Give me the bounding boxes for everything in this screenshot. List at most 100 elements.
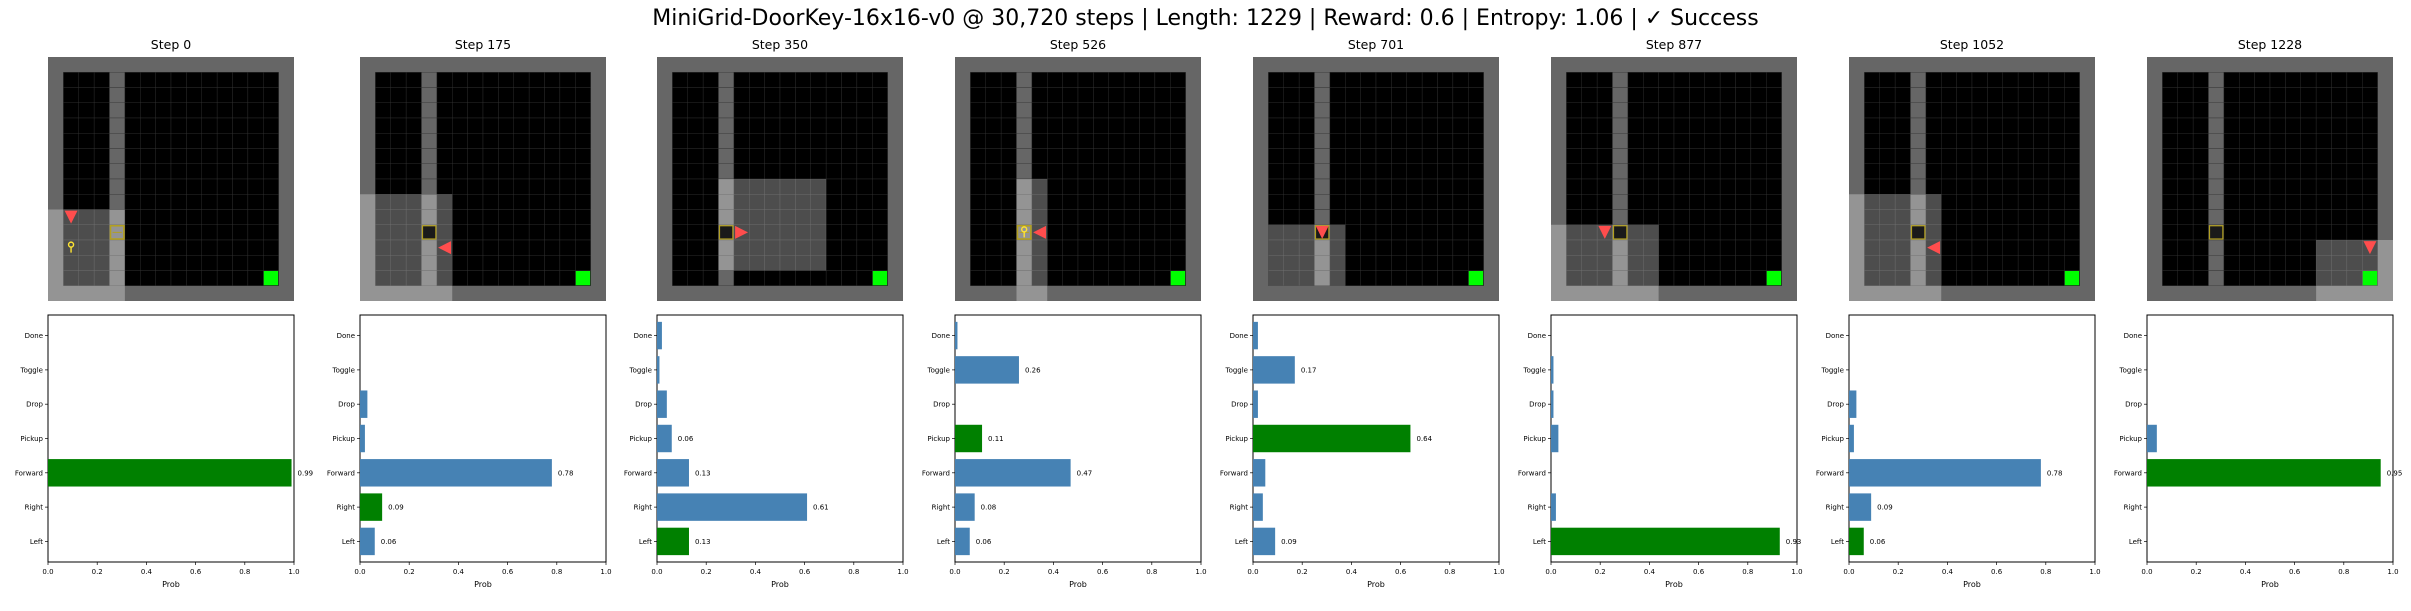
floor-cell: [1268, 133, 1284, 149]
floor-cell: [1345, 163, 1361, 180]
floor-cell: [2002, 163, 2019, 180]
floor-cell: [216, 255, 233, 271]
floor-cell: [872, 178, 888, 195]
floor-cell: [1704, 209, 1721, 225]
floor-cell: [2048, 148, 2065, 164]
floor-cell: [749, 163, 765, 180]
bar-drop: [1849, 390, 1857, 418]
floor-cell: [2033, 163, 2050, 180]
floor-cell: [513, 178, 530, 195]
wall-cell: [109, 102, 126, 119]
gridworld-4: [1253, 57, 1499, 301]
floor-cell: [795, 270, 811, 286]
y-tick-label: Right: [634, 504, 653, 512]
floor-cell: [1468, 102, 1484, 119]
floor-cell: [1452, 178, 1469, 195]
floor-cell: [2017, 133, 2034, 149]
floor-cell: [810, 133, 827, 149]
floor-cell: [1077, 72, 1094, 88]
floor-cell: [186, 194, 202, 210]
floor-cell: [1894, 117, 1911, 134]
x-tick-label: 0.2: [1297, 568, 1308, 576]
floor-cell: [559, 209, 576, 225]
floor-cell: [733, 102, 750, 119]
floor-cell: [1077, 224, 1094, 241]
x-tick-label: 0.8: [1742, 568, 1753, 576]
bar-drop: [1253, 390, 1258, 418]
floor-cell: [232, 209, 249, 225]
floor-cell: [2285, 178, 2301, 195]
data-label: 0.78: [2047, 469, 2063, 477]
floor-cell: [216, 148, 233, 164]
floor-cell: [1643, 178, 1659, 195]
floor-cell: [1047, 133, 1063, 149]
floor-cell: [1345, 178, 1361, 195]
floor-cell: [1766, 102, 1782, 119]
floor-cell: [1704, 255, 1721, 271]
floor-cell: [1154, 102, 1171, 119]
floor-cell: [2254, 209, 2271, 225]
floor-cell: [749, 72, 765, 88]
data-label: 0.06: [381, 538, 397, 546]
y-tick-label: Pickup: [629, 435, 652, 443]
floor-cell: [1375, 87, 1392, 103]
floor-cell: [1864, 72, 1880, 88]
x-tick-label: 0.4: [750, 568, 762, 576]
floor-cell: [513, 163, 530, 180]
floor-cell: [1093, 194, 1109, 210]
floor-cell: [856, 194, 873, 210]
floor-cell: [764, 102, 781, 119]
floor-cell: [1329, 133, 1346, 149]
floor-cell: [2192, 270, 2209, 286]
floor-cell: [687, 133, 704, 149]
floor-cell: [1298, 87, 1315, 103]
floor-cell: [232, 224, 249, 241]
floor-cell: [2162, 72, 2178, 88]
floor-cell: [93, 178, 110, 195]
floor-cell: [247, 102, 264, 119]
floor-cell: [232, 102, 249, 119]
floor-cell: [1596, 148, 1613, 164]
floor-cell: [2048, 117, 2065, 134]
y-tick-label: Left: [1533, 538, 1546, 546]
floor-cell: [2269, 133, 2286, 149]
wall-cell: [1910, 163, 1927, 180]
floor-cell: [528, 87, 545, 103]
floor-cell: [247, 72, 264, 88]
floor-cell: [2239, 194, 2255, 210]
floor-cell: [2300, 102, 2317, 119]
x-axis-label: Prob: [1069, 580, 1087, 589]
floor-cell: [2331, 133, 2348, 149]
floor-cell: [764, 133, 781, 149]
floor-cell: [1154, 87, 1171, 103]
floor-cell: [155, 224, 172, 241]
floor-cell: [856, 239, 873, 256]
floor-cell: [247, 148, 264, 164]
floor-cell: [1735, 270, 1752, 286]
y-tick-label: Drop: [635, 401, 652, 409]
floor-cell: [186, 133, 202, 149]
floor-cell: [2254, 224, 2271, 241]
bar-forward: [955, 459, 1071, 487]
floor-cell: [1123, 270, 1140, 286]
floor-cell: [2064, 148, 2080, 164]
floor-cell: [1108, 72, 1125, 88]
floor-cell: [1047, 148, 1063, 164]
floor-cell: [1391, 255, 1407, 271]
floor-cell: [2048, 224, 2065, 241]
floor-cell: [2254, 148, 2271, 164]
floor-cell: [1139, 102, 1156, 119]
floor-cell: [2002, 72, 2019, 88]
floor-cell: [1689, 87, 1705, 103]
floor-cell: [1000, 133, 1017, 149]
floor-cell: [2254, 255, 2271, 271]
floor-cell: [1345, 133, 1361, 149]
floor-cell: [170, 102, 187, 119]
floor-cell: [63, 87, 79, 103]
floor-cell: [1941, 209, 1957, 225]
x-axis-label: Prob: [474, 580, 492, 589]
floor-cell: [467, 133, 484, 149]
floor-cell: [2269, 255, 2286, 271]
figure-title: MiniGrid-DoorKey-16x16-v0 @ 30,720 steps…: [652, 6, 1759, 31]
